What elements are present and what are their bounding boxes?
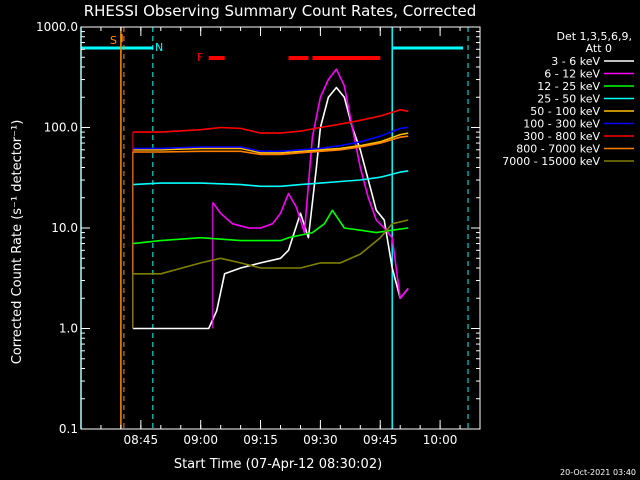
x-tick-label: 09:30 bbox=[303, 433, 338, 447]
y-tick-label: 10.0 bbox=[51, 221, 78, 235]
series-line bbox=[132, 132, 409, 154]
legend-label: 6 - 12 keV bbox=[544, 68, 600, 81]
series-line bbox=[132, 219, 409, 275]
saa-marker-label: S bbox=[110, 34, 117, 47]
legend-header-line-2: Att 0 bbox=[586, 42, 612, 55]
y-tick-label: 1.0 bbox=[59, 322, 78, 336]
legend-label: 100 - 300 keV bbox=[523, 118, 600, 131]
y-axis-ticks: 0.1 1.0 10.0 100.0 1000.0 bbox=[36, 20, 480, 436]
series-line bbox=[132, 126, 409, 153]
night-marker-label: N bbox=[155, 41, 163, 54]
flare-marker-label: F bbox=[197, 51, 203, 64]
x-tick-label: 10:00 bbox=[423, 433, 458, 447]
series-line bbox=[132, 109, 409, 134]
series-line bbox=[212, 68, 409, 299]
x-tick-label: 09:00 bbox=[183, 433, 218, 447]
y-tick-label: 0.1 bbox=[59, 422, 78, 436]
series-line bbox=[132, 170, 409, 188]
legend-label: 12 - 25 keV bbox=[537, 80, 600, 93]
series-line bbox=[132, 209, 409, 245]
x-axis-ticks: 08:45 09:00 09:15 09:30 09:45 10:00 bbox=[80, 27, 481, 447]
legend-label: 50 - 100 keV bbox=[530, 105, 600, 118]
footer-timestamp: 20-Oct-2021 03:40 bbox=[560, 468, 636, 477]
legend-label: 3 - 6 keV bbox=[551, 55, 600, 68]
legend-label: 25 - 50 keV bbox=[537, 93, 600, 106]
x-tick-label: 09:45 bbox=[363, 433, 398, 447]
legend-label: 7000 - 15000 keV bbox=[502, 155, 600, 168]
chart-title: RHESSI Observing Summary Count Rates, Co… bbox=[84, 2, 477, 20]
series-line bbox=[132, 135, 409, 156]
y-tick-label: 100.0 bbox=[44, 121, 78, 135]
legend-label: 300 - 800 keV bbox=[523, 130, 600, 143]
x-tick-label: 09:15 bbox=[243, 433, 278, 447]
series-line bbox=[132, 86, 409, 330]
legend-header-line-1: Det 1,3,5,6,9, bbox=[556, 30, 632, 43]
y-axis-label: Corrected Count Rate (s⁻¹ detector⁻¹) bbox=[10, 120, 25, 365]
legend-label: 800 - 7000 keV bbox=[516, 143, 600, 156]
y-tick-label: 1000.0 bbox=[36, 20, 78, 34]
x-axis-label: Start Time (07-Apr-12 08:30:02) bbox=[174, 457, 382, 472]
saa-markers bbox=[120, 27, 125, 429]
x-tick-label: 08:45 bbox=[124, 433, 159, 447]
series-lines bbox=[132, 68, 409, 330]
